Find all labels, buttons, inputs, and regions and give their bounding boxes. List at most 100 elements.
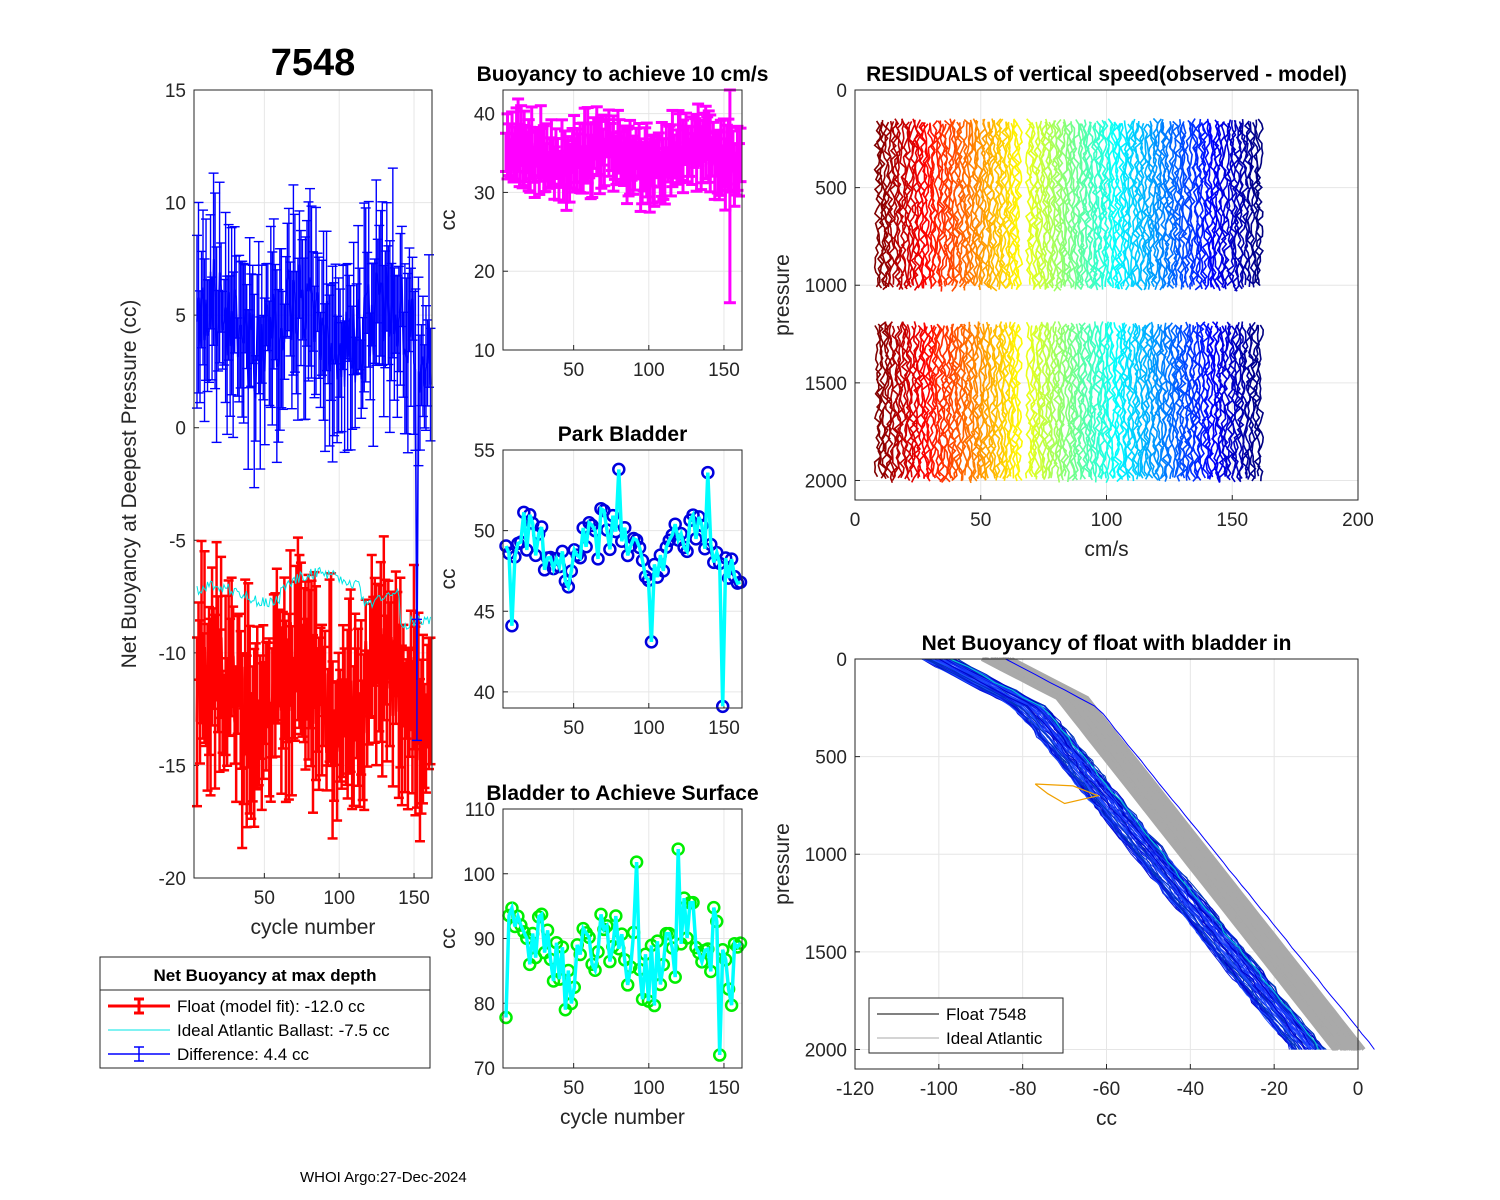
- residual-profile-line: [1131, 120, 1140, 288]
- residual-profile-line: [1141, 123, 1150, 291]
- residual-profile-line: [1151, 323, 1160, 481]
- residual-profile-line: [933, 120, 942, 287]
- residual-profile-line: [1181, 321, 1190, 479]
- residual-profile-line: [945, 326, 954, 479]
- anomaly-loop: [1034, 783, 1101, 805]
- axes-frame: [854, 658, 1359, 1070]
- x-tick-label: 150: [708, 718, 740, 739]
- y-axis-label: cc: [437, 928, 460, 949]
- residual-profile-line: [880, 123, 890, 291]
- y-tick-label: 5: [175, 306, 186, 327]
- residual-profile-line: [940, 326, 949, 484]
- residual-profile-line: [1101, 321, 1110, 484]
- residual-profile-line: [1089, 321, 1097, 483]
- residual-profile-line: [1049, 326, 1058, 479]
- residual-profile-line: [1233, 325, 1242, 483]
- residual-profile-line: [1052, 321, 1061, 483]
- residual-profile-line: [1030, 325, 1039, 478]
- legend-title: Net Buoyancy at max depth: [154, 966, 377, 985]
- residual-profile-line: [1196, 122, 1205, 290]
- residual-profile-line: [1087, 121, 1096, 289]
- y-tick-label: 55: [474, 441, 495, 462]
- residual-profile-line: [1238, 121, 1247, 288]
- x-axis-label: cycle number: [251, 916, 376, 939]
- residual-profile-line: [920, 122, 929, 289]
- float-profile-line: [931, 658, 1300, 1050]
- axes-frame: [502, 449, 743, 709]
- y-tick-label: -5: [169, 531, 186, 552]
- residual-profile-line: [923, 322, 932, 480]
- residual-profile-line: [1156, 119, 1165, 291]
- float-profile-line: [928, 658, 1300, 1050]
- data-point: [499, 539, 513, 553]
- residual-profile-line: [1067, 322, 1076, 480]
- residual-profile-line: [1047, 121, 1056, 289]
- residual-profile-line: [900, 122, 909, 290]
- residual-profile-line: [900, 322, 909, 480]
- residual-profile-line: [1186, 119, 1195, 287]
- residual-profile-line: [890, 118, 900, 285]
- ideal-profiles: [980, 657, 1366, 1051]
- residual-profile-line: [1014, 122, 1024, 290]
- residual-profile-line: [1097, 321, 1105, 479]
- plot-marks: [873, 117, 1265, 484]
- plot-marks: [921, 657, 1375, 1051]
- float-profile-line: [940, 658, 1311, 1050]
- x-tick-label: 150: [708, 1078, 740, 1099]
- residual-profile-line: [1186, 323, 1195, 481]
- y-tick-label: 2000: [805, 471, 847, 492]
- y-tick-label: 1000: [805, 845, 847, 866]
- y-tick-label: 20: [474, 262, 495, 283]
- series-line: [504, 849, 742, 1056]
- residual-profiles: [873, 117, 1265, 484]
- x-axis-label: cc: [1096, 1107, 1117, 1130]
- residual-profile-line: [1000, 322, 1009, 480]
- y-tick-label: -15: [159, 756, 186, 777]
- residual-profile-line: [990, 324, 999, 477]
- axes-frame: [502, 89, 743, 351]
- residual-profile-line: [1159, 322, 1168, 480]
- chart-title: Park Bladder: [558, 423, 688, 446]
- residual-profile-line: [1250, 324, 1259, 482]
- residual-profile-line: [1223, 323, 1232, 481]
- ideal-profile-line: [1005, 657, 1360, 1051]
- y-tick-label: 1000: [805, 276, 847, 297]
- ideal-profile-line: [993, 657, 1349, 1051]
- residual-profile-line: [1211, 120, 1220, 288]
- residual-profile-line: [1163, 324, 1172, 482]
- residual-profile-line: [1204, 118, 1213, 291]
- y-tick-label: 80: [474, 994, 495, 1015]
- residual-profile-line: [873, 120, 882, 288]
- residual-profile-line: [980, 323, 989, 481]
- residual-profile-line: [928, 325, 937, 477]
- series-line: [504, 469, 742, 707]
- y-axis-label: cc: [437, 569, 460, 590]
- legend-entry: Ideal Atlantic Ballast: -7.5 cc: [177, 1021, 390, 1040]
- axes-frame: [193, 89, 433, 879]
- axes-frame: [854, 89, 1359, 501]
- residual-profile-line: [989, 120, 998, 292]
- panel-park_bladder: 50 100 150 40 45 50 55 Park Bladder cc: [437, 423, 748, 739]
- buoyancy-series-line: [504, 132, 742, 185]
- y-axis-label: cc: [437, 210, 460, 231]
- float-profile-line-cyan: [949, 658, 1319, 1050]
- y-tick-label: -10: [159, 644, 186, 665]
- residual-profile-line: [1201, 119, 1210, 287]
- residual-profile-line: [1235, 122, 1245, 290]
- x-tick-label: 0: [850, 510, 861, 531]
- residual-profile-line: [1104, 118, 1113, 286]
- x-tick-label: 50: [254, 888, 275, 909]
- residual-profile-line: [1094, 120, 1103, 288]
- x-tick-label: 100: [633, 1078, 665, 1099]
- residual-profile-line: [1231, 120, 1240, 292]
- residual-profile-line: [967, 119, 976, 287]
- residual-profile-line: [975, 120, 984, 288]
- float-series-line: [195, 621, 432, 765]
- chart-title: RESIDUALS of vertical speed(observed - m…: [866, 63, 1347, 86]
- x-tick-label: 150: [708, 360, 740, 381]
- residual-profile-line: [1005, 321, 1014, 479]
- residual-profile-line: [957, 121, 966, 288]
- residual-profile-line: [963, 118, 971, 291]
- residual-profile-line: [1096, 123, 1106, 290]
- float-profile-line: [928, 658, 1296, 1050]
